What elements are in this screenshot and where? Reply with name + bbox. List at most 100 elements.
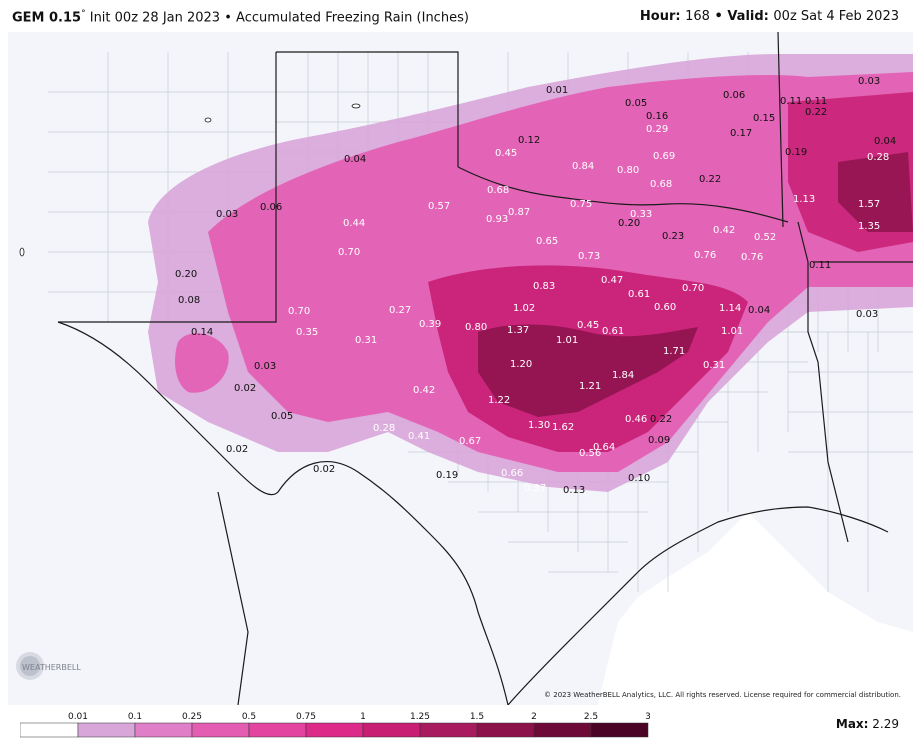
legend-swatch [248,722,307,738]
value-label: 0.68 [487,185,509,196]
value-label: 0.16 [646,111,668,122]
value-label: 0.61 [628,289,650,300]
value-label: 0.39 [419,319,441,330]
value-label: 0.22 [699,174,721,185]
legend-swatch [134,722,193,738]
value-label: 0.80 [465,322,487,333]
max-label: Max: [835,717,869,731]
legend-ticks: 0.01 0.1 0.25 0.5 0.75 1 1.25 1.5 2 2.5 3 [68,712,650,722]
value-label: 0.02 [234,383,256,394]
value-label: 0.70 [288,306,310,317]
legend-tick-label: 1.25 [410,712,430,722]
value-label: 0.70 [338,247,360,258]
value-label: 1.30 [528,420,550,431]
value-label: 0.60 [654,302,676,313]
bullet-sep-1: • [224,10,232,26]
value-label: 0.31 [355,335,377,346]
value-label: 0.06 [260,202,282,213]
value-label: 0.46 [625,414,647,425]
value-label: 1.13 [793,194,815,205]
value-label: 0.20 [618,218,640,229]
value-label: 1.14 [719,303,741,314]
value-label: 0.56 [579,448,601,459]
legend-tick-label: 0.01 [68,712,88,722]
value-label: 0.67 [459,436,481,447]
value-label: 0.93 [486,214,508,225]
legend-swatch [20,722,79,738]
header-left: GEM 0.15° Init 00z 28 Jan 2023 • Accumul… [12,9,469,25]
value-label: 0.87 [508,207,530,218]
value-label: 0.03 [856,309,878,320]
ok-ar-border [777,32,784,228]
value-label: 1.02 [513,303,535,314]
product-name: Accumulated Freezing Rain (Inches) [236,10,469,26]
value-label: 1.01 [721,326,743,337]
value-label: 0.45 [577,320,599,331]
value-label: 0.41 [408,431,430,442]
value-label: 0.03 [858,76,880,87]
value-label: 0.76 [741,252,763,263]
value-label: 0.31 [703,360,725,371]
value-label: 0.20 [175,269,197,280]
value-label: 1.62 [552,422,574,433]
value-label: 0.75 [570,199,592,210]
value-label: 1.01 [556,335,578,346]
legend-swatch [305,722,364,738]
max-number: 2.29 [872,717,899,731]
legend-swatch [533,722,592,738]
value-label: 0.66 [501,468,523,479]
value-label: 0.44 [343,218,365,229]
value-label: 1.35 [858,221,880,232]
model-name: GEM 0.15 [12,10,82,26]
value-label: 1.20 [510,359,532,370]
legend-tick-label: 2.5 [584,712,598,722]
value-label: 0.01 [546,85,568,96]
hour-label: Hour: [639,9,681,24]
value-label: 0.28 [373,423,395,434]
legend-swatch [419,722,478,738]
value-label: 1.57 [858,199,880,210]
value-label: 0.09 [648,435,670,446]
value-label: 0.02 [226,444,248,455]
map-header: GEM 0.15° Init 00z 28 Jan 2023 • Accumul… [0,0,913,32]
value-labels: 0.010.050.060.11 0.110.030.16 0.150.220.29… [175,76,896,496]
weatherbell-logo: WEATHERBELL [16,652,81,680]
legend-tick-label: 0.1 [128,712,142,722]
value-label: 0.11 [805,96,827,107]
value-label: 0.03 [216,209,238,220]
value-label: 0.47 [601,275,623,286]
value-label: 0.02 [313,464,335,475]
value-label: 1.22 [488,395,510,406]
legend-swatch [362,722,421,738]
value-label: 0.52 [754,232,776,243]
value-label: 0.23 [662,231,684,242]
value-label: 0.03 [254,361,276,372]
shade-west-blob [175,333,229,393]
value-label: 0.37 [524,483,546,494]
value-label: 0.05 [625,98,647,109]
init-time: Init 00z 28 Jan 2023 [89,10,221,26]
value-label: 0.27 [389,305,411,316]
value-label: 1.84 [612,370,634,381]
value-label: 0.10 [628,473,650,484]
freezing-rain-map: 0.010.050.060.11 0.110.030.16 0.150.220.29… [8,32,913,705]
legend-swatch [77,722,136,738]
tx-la-border [797,221,849,543]
value-label: 0.19 [785,147,807,158]
value-label: 0.83 [533,281,555,292]
logo-text: WEATHERBELL [22,663,81,672]
value-label: 0.06 [723,90,745,101]
value-label: 1.37 [507,325,529,336]
legend-tick-label: 0.5 [242,712,256,722]
legend-swatches [20,722,649,738]
value-label: 0.04 [874,136,896,147]
value-label: 0.28 [867,152,889,163]
value-label: 0.15 [753,113,775,124]
value-label: 0.70 [682,283,704,294]
legend-swatch [590,722,649,738]
value-label: 0.08 [178,295,200,306]
value-label: 1.21 [579,381,601,392]
max-value: Max: 2.29 [836,717,899,731]
value-label: 0.04 [344,154,366,165]
copyright-notice: © 2023 WeatherBELL Analytics, LLC. All r… [544,691,901,699]
